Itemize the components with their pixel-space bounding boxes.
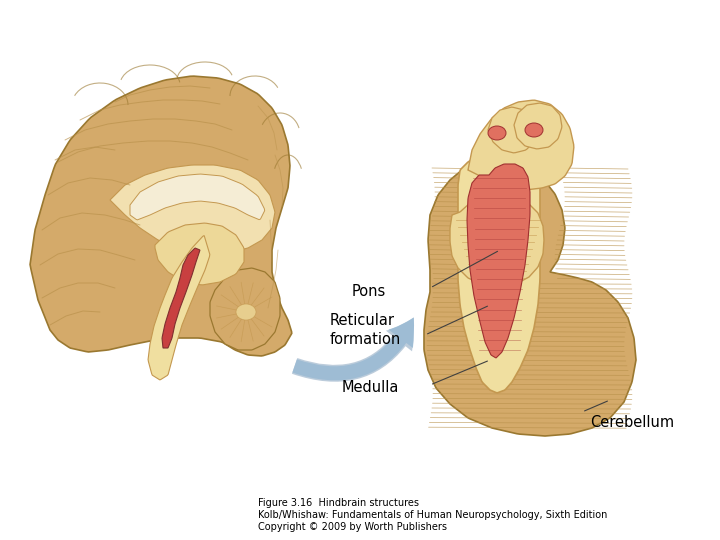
Polygon shape [155, 223, 244, 285]
Ellipse shape [488, 126, 506, 140]
Polygon shape [458, 153, 540, 393]
Polygon shape [148, 235, 210, 380]
FancyArrowPatch shape [292, 318, 414, 380]
Polygon shape [30, 76, 292, 356]
Text: Medulla: Medulla [342, 381, 400, 395]
Polygon shape [130, 174, 265, 220]
Polygon shape [162, 248, 200, 348]
Polygon shape [210, 268, 280, 350]
Polygon shape [110, 165, 275, 254]
Polygon shape [488, 107, 536, 153]
Text: Pons: Pons [352, 284, 386, 299]
FancyArrowPatch shape [292, 318, 414, 382]
Text: Reticular
formation: Reticular formation [330, 313, 401, 347]
Polygon shape [514, 103, 562, 149]
Ellipse shape [236, 304, 256, 320]
Polygon shape [450, 193, 544, 287]
Polygon shape [424, 162, 636, 436]
Ellipse shape [191, 248, 209, 262]
Text: Cerebellum: Cerebellum [590, 415, 674, 430]
Text: Figure 3.16  Hindbrain structures: Figure 3.16 Hindbrain structures [258, 498, 419, 508]
Polygon shape [468, 100, 574, 190]
Polygon shape [467, 164, 530, 358]
Ellipse shape [525, 123, 543, 137]
Text: Copyright © 2009 by Worth Publishers: Copyright © 2009 by Worth Publishers [258, 522, 447, 532]
Text: Kolb/Whishaw: Fundamentals of Human Neuropsychology, Sixth Edition: Kolb/Whishaw: Fundamentals of Human Neur… [258, 510, 608, 520]
